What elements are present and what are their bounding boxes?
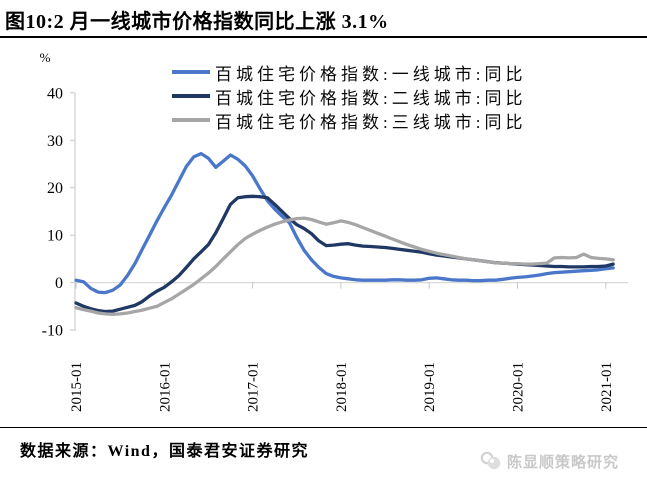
legend-item-second-tier: 百城住宅价格指数:二线城市:同比 xyxy=(172,84,526,108)
line-third-tier xyxy=(74,216,615,317)
x-tick-label: 2016-01 xyxy=(157,362,173,412)
watermark: 陈显顺策略研究 xyxy=(479,450,619,472)
legend-label-third-tier: 百城住宅价格指数:三线城市:同比 xyxy=(215,112,527,132)
y-tick-label: 10 xyxy=(47,228,63,245)
y-tick-label: 40 xyxy=(47,85,63,102)
chart-title: 图10:2 月一线城市价格指数同比上涨 3.1% xyxy=(5,11,389,33)
data-source-note: 数据来源：Wind，国泰君安证券研究 xyxy=(20,443,309,460)
y-tick-label: 20 xyxy=(47,180,63,197)
wechat-account-logo-icon xyxy=(480,451,501,470)
second-tier-line-swatch-icon xyxy=(172,94,210,98)
legend-item-third-tier: 百城住宅价格指数:三线城市:同比 xyxy=(172,108,526,132)
x-tick-label: 2018-01 xyxy=(334,362,350,412)
first-tier-line-swatch-icon xyxy=(172,70,210,74)
chart-legend: 百城住宅价格指数:一线城市:同比 百城住宅价格指数:二线城市:同比 百城住宅价格… xyxy=(172,60,526,132)
title-underline xyxy=(0,36,647,38)
y-tick-label: -10 xyxy=(42,323,63,340)
legend-label-second-tier: 百城住宅价格指数:二线城市:同比 xyxy=(215,88,527,108)
x-tick-label: 2021-01 xyxy=(599,362,615,412)
x-tick-label: 2020-01 xyxy=(511,362,527,412)
x-tick-label: 2017-01 xyxy=(246,362,262,412)
footer-divider xyxy=(0,427,647,428)
legend-item-first-tier: 百城住宅价格指数:一线城市:同比 xyxy=(172,60,526,84)
y-tick-label: 30 xyxy=(47,133,63,150)
legend-label-first-tier: 百城住宅价格指数:一线城市:同比 xyxy=(215,64,527,84)
x-tick-label: 2019-01 xyxy=(422,362,438,412)
line-second-tier xyxy=(74,194,615,314)
watermark-text: 陈显顺策略研究 xyxy=(507,454,620,471)
third-tier-line-swatch-icon xyxy=(172,118,210,122)
line-first-tier xyxy=(74,151,615,295)
x-tick-label: 2015-01 xyxy=(69,362,85,412)
y-axis-unit-label: % xyxy=(40,50,51,65)
y-tick-label: 0 xyxy=(55,275,63,292)
